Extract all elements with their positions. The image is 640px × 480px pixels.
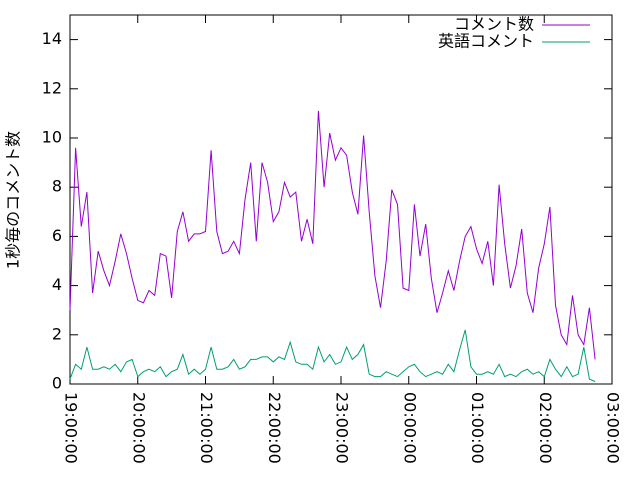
y-axis-label: 1秒毎のコメント数 — [4, 131, 23, 269]
y-tick-label: 12 — [42, 78, 62, 97]
y-tick-label: 10 — [42, 128, 62, 147]
x-tick-label: 02:00:00 — [536, 392, 555, 464]
x-tick-label: 23:00:00 — [333, 392, 352, 464]
y-tick-label: 14 — [42, 29, 62, 48]
y-tick-label: 0 — [52, 374, 62, 393]
y-tick-label: 6 — [52, 226, 62, 245]
x-tick-label: 01:00:00 — [468, 392, 487, 464]
x-tick-label: 03:00:00 — [604, 392, 623, 464]
x-tick-label: 19:00:00 — [62, 392, 81, 464]
y-tick-label: 2 — [52, 324, 62, 343]
y-tick-label: 4 — [52, 275, 62, 294]
x-tick-label: 22:00:00 — [265, 392, 284, 464]
data-line — [69, 110, 596, 360]
plot-border — [69, 14, 613, 385]
x-tick-label: 21:00:00 — [197, 392, 216, 464]
x-tick-label: 20:00:00 — [129, 392, 148, 464]
x-tick-label: 00:00:00 — [400, 392, 419, 464]
y-tick-label: 8 — [52, 177, 62, 196]
legend-label: コメント数 — [454, 15, 534, 34]
legend-label: 英語コメント — [438, 32, 534, 51]
data-line — [69, 329, 596, 382]
